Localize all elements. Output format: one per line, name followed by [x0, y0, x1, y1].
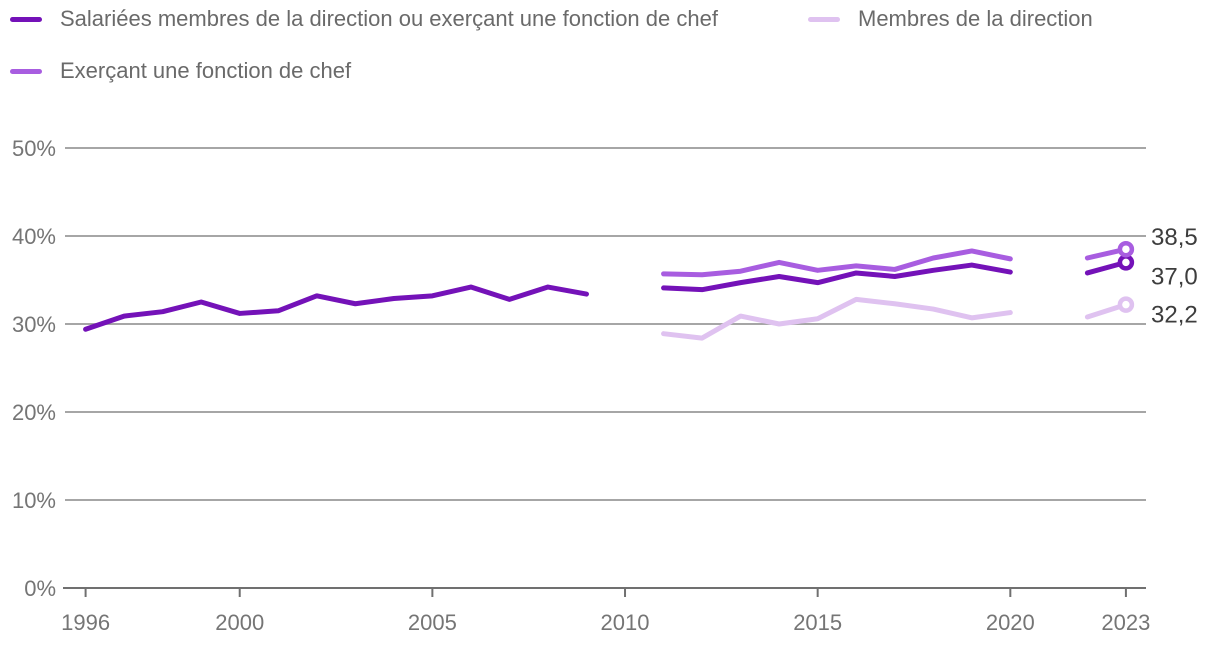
y-axis-label: 30%	[12, 312, 56, 337]
y-axis-label: 0%	[24, 576, 56, 601]
legend-swatch-light-purple	[808, 16, 840, 22]
series-line	[83, 284, 589, 332]
legend-label: Exerçant une fonction de chef	[60, 58, 352, 83]
x-axis-label: 2000	[215, 610, 264, 635]
y-axis-label: 10%	[12, 488, 56, 513]
legend-item-fonction-chef: Exerçant une fonction de chef	[10, 59, 351, 83]
y-axis-label: 20%	[12, 400, 56, 425]
legend-swatch-dark-purple	[10, 16, 42, 22]
x-axis-label: 2015	[793, 610, 842, 635]
legend-swatch-medium-purple	[10, 68, 42, 74]
x-axis-label: 2020	[986, 610, 1035, 635]
x-axis-label: 2023	[1101, 610, 1150, 635]
legend-label: Salariées membres de la direction ou exe…	[60, 6, 718, 31]
y-axis-label: 50%	[12, 136, 56, 161]
legend-item-membres-direction: Membres de la direction	[808, 7, 1093, 31]
series-line	[661, 262, 1013, 293]
series-line	[661, 296, 1013, 341]
end-value-label: 32,2	[1151, 302, 1198, 329]
x-axis-label: 1996	[61, 610, 110, 635]
end-value-label: 37,0	[1151, 263, 1198, 290]
end-marker	[1117, 296, 1135, 313]
legend-label: Membres de la direction	[858, 6, 1093, 31]
series-line	[661, 248, 1013, 278]
end-value-label: 38,5	[1151, 224, 1198, 251]
end-marker	[1117, 240, 1135, 258]
x-axis-label: 2010	[601, 610, 650, 635]
end-marker	[1117, 254, 1135, 271]
legend-item-salariees-combined: Salariées membres de la direction ou exe…	[10, 7, 718, 31]
y-axis-label: 40%	[12, 224, 56, 249]
x-axis-label: 2005	[408, 610, 457, 635]
